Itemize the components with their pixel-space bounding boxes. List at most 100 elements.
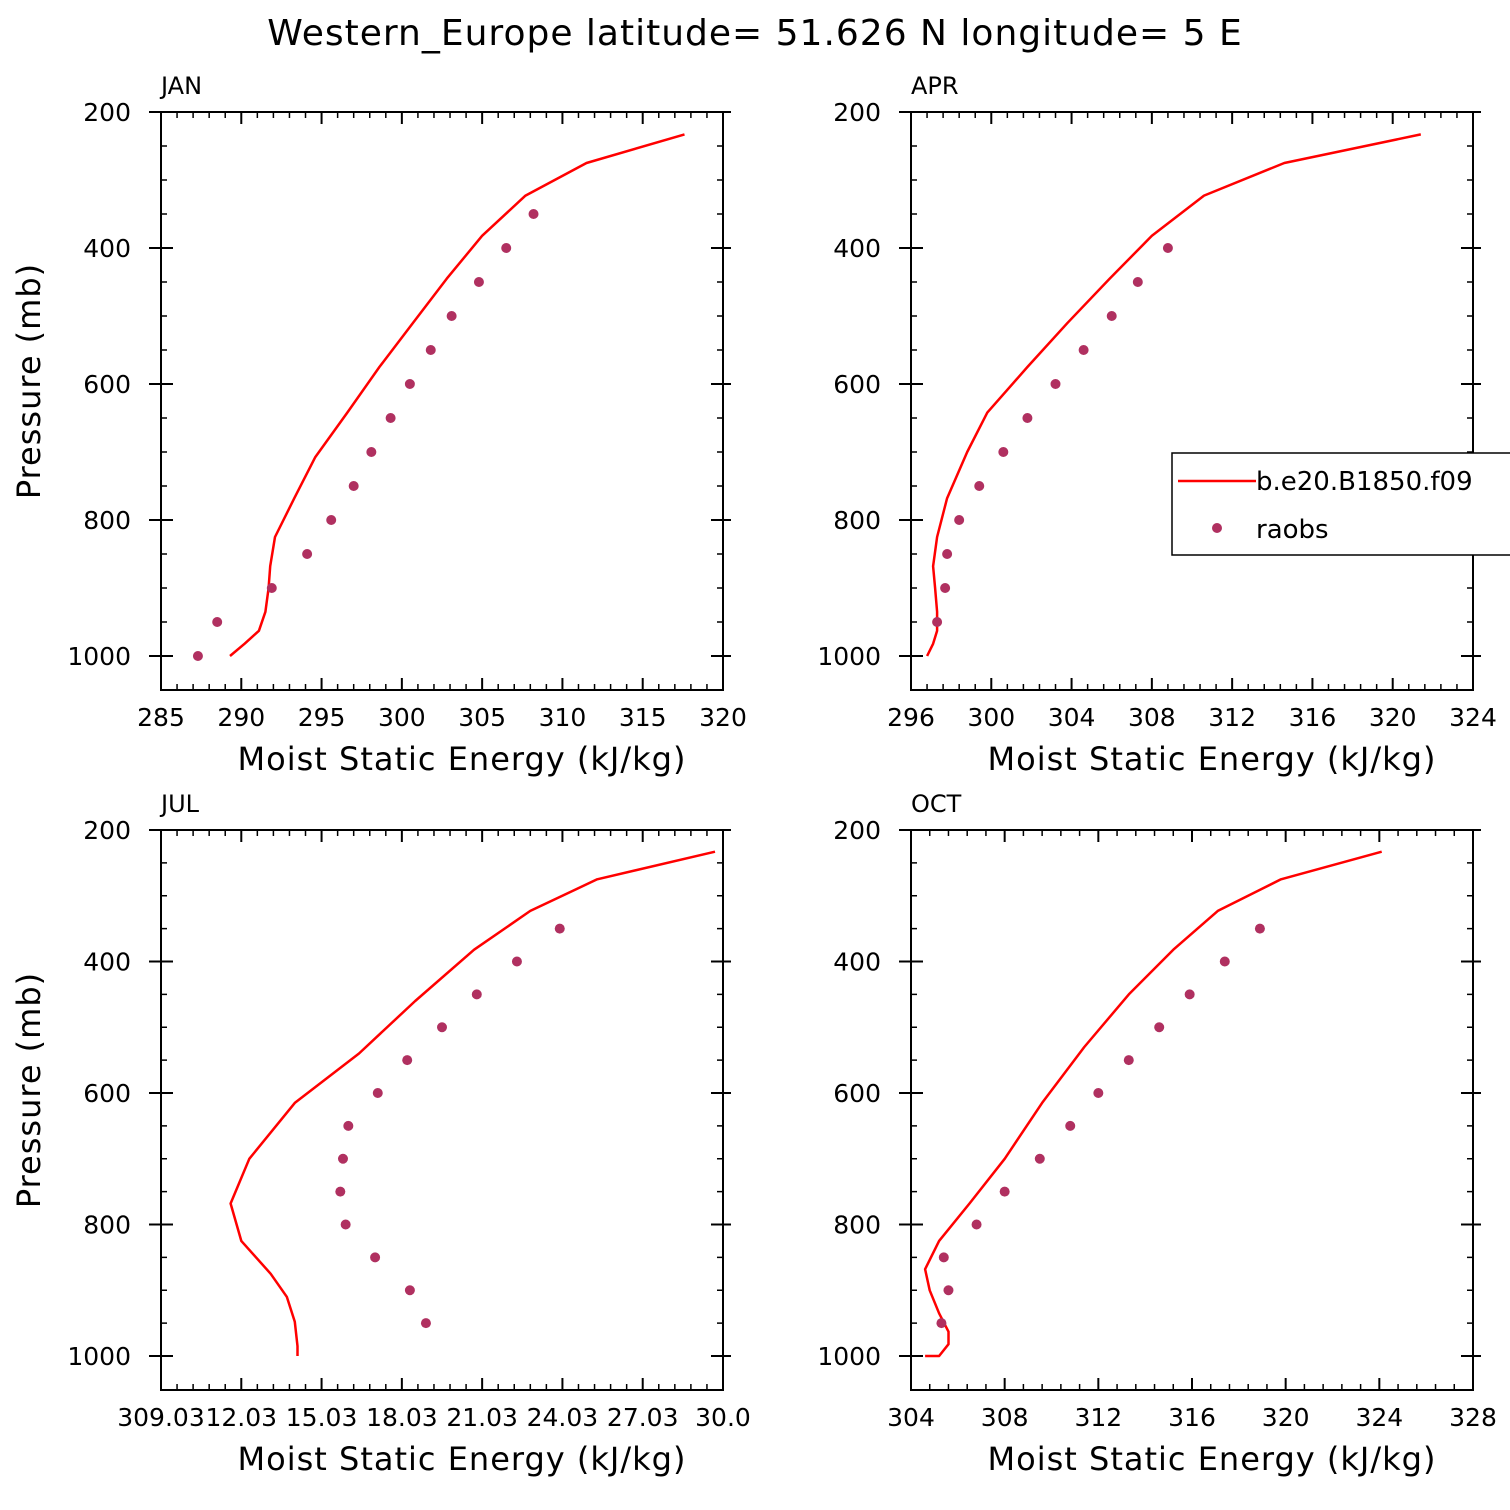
obs-point: [528, 209, 539, 219]
x-tick-label: 290: [217, 703, 265, 732]
panel-apr: APR 296 300 304 308 312 316 320 324 200 400 600 800 1…: [817, 72, 1496, 778]
x-tick-label: 305: [458, 703, 506, 732]
obs-point: [266, 583, 277, 593]
y-tick-label: 200: [833, 98, 881, 127]
model-line: [229, 850, 716, 1356]
plot-frame: [910, 111, 1474, 691]
model-line: [925, 133, 1422, 657]
x-tick-label: 21.03: [446, 1403, 518, 1432]
obs-point: [471, 989, 482, 1000]
obs-point: [420, 1318, 431, 1329]
x-tick-label: 316: [1289, 703, 1337, 732]
obs-point: [1162, 243, 1173, 253]
obs-point: [372, 1088, 383, 1098]
obs-point: [343, 1120, 354, 1131]
obs-point: [337, 1153, 348, 1164]
x-tick-label: 300: [967, 703, 1015, 732]
x-tick-label: 316: [1168, 1403, 1216, 1432]
panel-jan: JAN 285 290 295 300 305 310 315 320 200 400 600 800 1…: [10, 72, 747, 778]
obs-point: [366, 447, 377, 457]
plot-frame: [160, 829, 724, 1391]
plot-frame: [910, 829, 1474, 1391]
obs-point: [340, 1219, 351, 1230]
obs-point: [326, 515, 337, 525]
legend-obs-marker: [1212, 523, 1222, 533]
x-tick-label: 18.03: [366, 1403, 438, 1432]
x-tick-label: 308: [1128, 703, 1176, 732]
x-tick-label: 315: [619, 703, 667, 732]
panel-label: JAN: [159, 72, 202, 100]
obs-point: [437, 1022, 447, 1033]
obs-point: [348, 481, 359, 491]
y-tick-label: 1000: [817, 642, 881, 671]
y-tick-label: 1000: [817, 1342, 881, 1371]
panel-jul: JUL 309.03 12.03 15.03 18.03 21.03 24.03 27.03 3…: [10, 790, 751, 1478]
obs-point: [425, 345, 436, 355]
x-tick-label: 27.03: [607, 1403, 679, 1432]
y-tick-label: 400: [833, 234, 881, 263]
x-tick-label: 308: [981, 1403, 1029, 1432]
x-axis-label: Moist Static Energy (kJ/kg): [238, 740, 687, 778]
x-tick-label: 24.03: [527, 1403, 599, 1432]
obs-point: [936, 1318, 947, 1329]
panels: JAN 285 290 295 300 305 310 315 320 200 400 600 800 1…: [10, 72, 1497, 1478]
x-tick-label: 285: [137, 703, 185, 732]
obs-point: [402, 1055, 413, 1066]
obs-point: [1065, 1120, 1076, 1131]
obs-point: [404, 1285, 415, 1296]
x-axis-label: Moist Static Energy (kJ/kg): [988, 740, 1437, 778]
y-tick-label: 1000: [67, 642, 131, 671]
x-tick-label: 328: [1449, 1403, 1497, 1432]
obs-point: [1132, 277, 1143, 287]
panel-label: OCT: [911, 790, 962, 818]
legend-obs-label: raobs: [1256, 515, 1329, 545]
obs-point: [942, 549, 953, 559]
y-tick-label: 800: [83, 1211, 131, 1240]
obs-point: [1184, 989, 1195, 1000]
obs-point: [943, 1285, 954, 1296]
x-tick-label: 309.03: [117, 1403, 204, 1432]
model-line: [229, 133, 685, 657]
y-tick-label: 400: [83, 948, 131, 977]
x-tick-label: 304: [887, 1403, 935, 1432]
obs-point: [446, 311, 457, 321]
obs-point: [212, 617, 223, 627]
obs-point: [1093, 1088, 1104, 1098]
y-tick-label: 200: [833, 816, 881, 845]
obs-point: [932, 617, 943, 627]
obs-point: [1254, 923, 1265, 934]
panel-label: JUL: [159, 790, 200, 818]
plot-frame: [160, 111, 724, 691]
obs-point: [974, 481, 985, 491]
obs-point: [938, 1252, 949, 1263]
legend-box: [1171, 452, 1510, 556]
obs-point: [1050, 379, 1061, 389]
panel-label: APR: [911, 72, 959, 100]
figure-title: Western_Europe latitude= 51.626 N longit…: [267, 13, 1243, 54]
model-line: [923, 850, 1383, 1358]
x-tick-label: 30.0: [695, 1403, 751, 1432]
x-tick-label: 320: [1262, 1403, 1310, 1432]
x-tick-label: 310: [539, 703, 587, 732]
obs-point: [385, 413, 396, 423]
obs-point: [501, 243, 512, 253]
y-tick-label: 800: [833, 506, 881, 535]
y-tick-label: 200: [83, 98, 131, 127]
y-axis-label: Pressure (mb): [10, 263, 48, 499]
x-tick-label: 324: [1355, 1403, 1403, 1432]
y-tick-label: 400: [83, 234, 131, 263]
obs-point: [511, 956, 522, 967]
obs-point: [473, 277, 484, 287]
y-tick-label: 600: [83, 1079, 131, 1108]
legend-model-label: b.e20.B1850.f09: [1256, 467, 1473, 497]
obs-point: [1154, 1022, 1165, 1033]
y-axis-label: Pressure (mb): [10, 972, 48, 1208]
x-tick-label: 324: [1449, 703, 1497, 732]
y-tick-label: 800: [833, 1211, 881, 1240]
legend: b.e20.B1850.f09 raobs: [1171, 452, 1510, 556]
y-tick-label: 800: [83, 506, 131, 535]
x-tick-label: 320: [1369, 703, 1417, 732]
obs-point: [940, 583, 951, 593]
obs-point: [302, 549, 313, 559]
